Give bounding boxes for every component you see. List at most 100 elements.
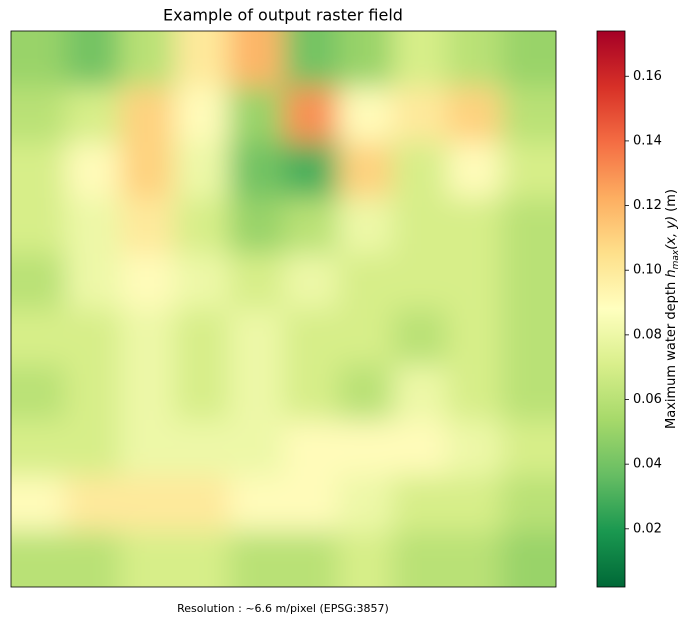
raster-cell bbox=[174, 364, 230, 422]
raster-cell bbox=[501, 420, 556, 477]
raster-cell bbox=[11, 142, 67, 199]
raster-cell bbox=[65, 309, 121, 366]
raster-cell bbox=[283, 475, 339, 533]
raster-cell bbox=[283, 420, 339, 477]
chart-title: Example of output raster field bbox=[163, 6, 403, 25]
raster-cell bbox=[338, 364, 394, 422]
raster-cell bbox=[392, 420, 448, 477]
raster-cell bbox=[174, 531, 230, 587]
colorbar bbox=[596, 30, 626, 588]
raster-cell bbox=[65, 475, 121, 533]
raster-cell bbox=[447, 197, 503, 255]
raster-cell bbox=[229, 86, 285, 144]
raster-cell bbox=[120, 364, 176, 422]
raster-cell bbox=[392, 253, 448, 310]
colorbar-tick-label: 0.16 bbox=[633, 69, 662, 84]
raster-cells bbox=[11, 31, 556, 587]
raster-cell bbox=[392, 197, 448, 255]
raster-cell bbox=[283, 142, 339, 199]
raster-cell bbox=[447, 475, 503, 533]
raster-cell bbox=[338, 531, 394, 587]
raster-cell bbox=[338, 197, 394, 255]
raster-cell bbox=[501, 31, 556, 88]
raster-cell bbox=[283, 309, 339, 366]
raster-cell bbox=[65, 197, 121, 255]
colorbar-tick-label: 0.04 bbox=[633, 457, 662, 472]
raster-cell bbox=[501, 475, 556, 533]
raster-cell bbox=[120, 31, 176, 88]
raster-cell bbox=[65, 31, 121, 88]
raster-cell bbox=[392, 475, 448, 533]
raster-cell bbox=[229, 420, 285, 477]
raster-cell bbox=[11, 420, 67, 477]
raster-cell bbox=[229, 309, 285, 366]
raster-cell bbox=[229, 364, 285, 422]
raster-cell bbox=[338, 309, 394, 366]
raster-cell bbox=[120, 253, 176, 310]
raster-cell bbox=[229, 197, 285, 255]
raster-cell bbox=[65, 420, 121, 477]
raster-cell bbox=[65, 364, 121, 422]
colorbar-tick-label: 0.02 bbox=[633, 521, 662, 536]
raster-cell bbox=[174, 86, 230, 144]
raster-cell bbox=[392, 86, 448, 144]
raster-cell bbox=[11, 531, 67, 587]
raster-cell bbox=[283, 197, 339, 255]
raster-cell bbox=[11, 197, 67, 255]
raster-cell bbox=[229, 475, 285, 533]
raster-cell bbox=[120, 309, 176, 366]
raster-cell bbox=[174, 197, 230, 255]
raster-cell bbox=[392, 309, 448, 366]
raster-cell bbox=[174, 309, 230, 366]
raster-cell bbox=[174, 253, 230, 310]
colorbar-label: Maximum water depth hmax(x, y) (m) bbox=[664, 189, 681, 429]
plot-frame bbox=[10, 30, 557, 588]
raster-cell bbox=[447, 531, 503, 587]
raster-cell bbox=[283, 364, 339, 422]
raster-cell bbox=[11, 86, 67, 144]
raster-cell bbox=[174, 31, 230, 88]
colorbar-tick-label: 0.14 bbox=[633, 133, 662, 148]
raster-cell bbox=[120, 531, 176, 587]
raster-cell bbox=[338, 420, 394, 477]
raster-cell bbox=[338, 253, 394, 310]
raster-cell bbox=[501, 142, 556, 199]
raster-cell bbox=[174, 475, 230, 533]
raster-cell bbox=[447, 420, 503, 477]
raster-cell bbox=[392, 364, 448, 422]
raster-cell bbox=[65, 142, 121, 199]
raster-cell bbox=[11, 364, 67, 422]
raster-cell bbox=[11, 253, 67, 310]
colorbar-tick-label: 0.10 bbox=[633, 263, 662, 278]
raster-cell bbox=[447, 253, 503, 310]
label-args: (x, y) bbox=[664, 216, 679, 250]
raster-cell bbox=[120, 142, 176, 199]
raster-cell bbox=[11, 31, 67, 88]
raster-cell bbox=[338, 31, 394, 88]
raster-cell bbox=[229, 531, 285, 587]
label-unit: (m) bbox=[664, 189, 679, 212]
raster-cell bbox=[447, 86, 503, 144]
raster-cell bbox=[120, 475, 176, 533]
raster-cell bbox=[501, 531, 556, 587]
raster-cell bbox=[283, 86, 339, 144]
raster-cell bbox=[501, 197, 556, 255]
colorbar-tick-label: 0.08 bbox=[633, 327, 662, 342]
raster-cell bbox=[120, 197, 176, 255]
label-symbol: h bbox=[664, 269, 679, 277]
label-subscript: max bbox=[671, 249, 681, 269]
raster-cell bbox=[120, 86, 176, 144]
colorbar-tick-label: 0.12 bbox=[633, 198, 662, 213]
raster-cell bbox=[447, 142, 503, 199]
raster-cell bbox=[338, 142, 394, 199]
raster-cell bbox=[11, 309, 67, 366]
raster-cell bbox=[65, 86, 121, 144]
raster-cell bbox=[229, 31, 285, 88]
label-text: Maximum water depth bbox=[664, 282, 679, 429]
raster-cell bbox=[283, 253, 339, 310]
raster-cell bbox=[174, 142, 230, 199]
raster-cell bbox=[501, 253, 556, 310]
colorbar-tick-label: 0.06 bbox=[633, 392, 662, 407]
